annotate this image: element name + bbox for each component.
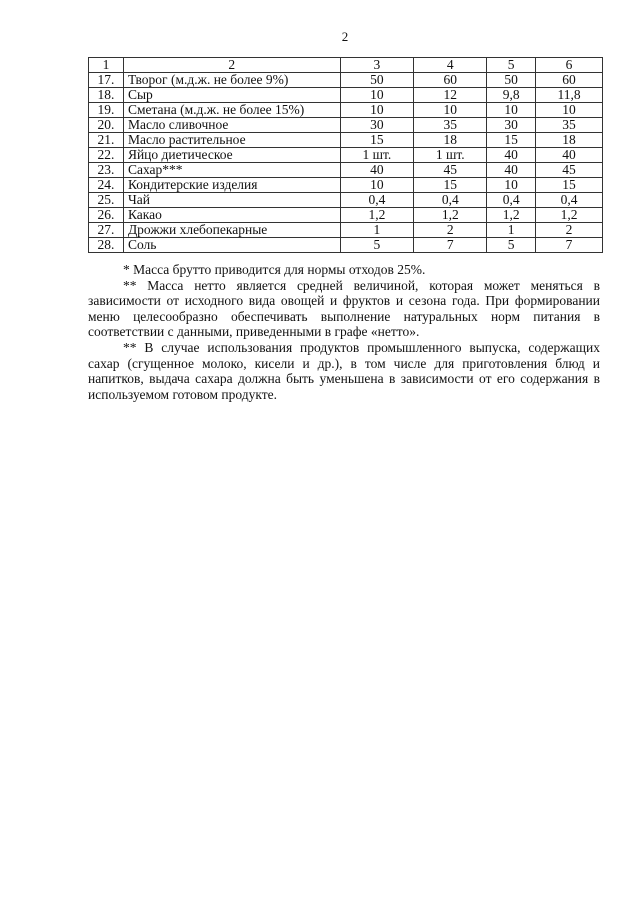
row-number-cell: 1	[88, 57, 124, 73]
value-cell: 40	[486, 147, 537, 163]
table-row: 19. Сметана (м.д.ж. не более 15%) 10 10 10 10	[88, 102, 603, 118]
row-number-cell: 21.	[88, 132, 124, 148]
value-cell: 0,4	[339, 192, 415, 208]
table-row: 17. Творог (м.д.ж. не более 9%) 50 60 50 60	[88, 72, 603, 88]
table-row: 21. Масло растительное 15 18 15 18	[88, 132, 603, 148]
table-row: 26. Какао 1,2 1,2 1,2 1,2	[88, 207, 603, 223]
value-cell: 15	[535, 177, 603, 193]
table-row: 28. Соль 5 7 5 7	[88, 237, 603, 253]
value-cell: 0,4	[413, 192, 488, 208]
value-cell: 15	[413, 177, 488, 193]
value-cell: 35	[535, 117, 603, 133]
row-number-cell: 24.	[88, 177, 124, 193]
value-cell: 45	[535, 162, 603, 178]
value-cell: 10	[339, 102, 415, 118]
footnotes: * Масса брутто приводится для нормы отхо…	[88, 262, 600, 402]
value-cell: 45	[413, 162, 488, 178]
value-cell: 11,8	[535, 87, 603, 103]
product-name-cell: Соль	[122, 237, 341, 253]
product-name-cell: Дрожжи хлебопекарные	[122, 222, 341, 238]
row-number-cell: 23.	[88, 162, 124, 178]
value-cell: 5	[486, 57, 537, 73]
product-name-cell: 2	[122, 57, 341, 73]
row-number-cell: 25.	[88, 192, 124, 208]
product-name-cell: Сметана (м.д.ж. не более 15%)	[122, 102, 341, 118]
value-cell: 9,8	[486, 87, 537, 103]
value-cell: 60	[413, 72, 488, 88]
product-name-cell: Яйцо диетическое	[122, 147, 341, 163]
row-number-cell: 17.	[88, 72, 124, 88]
value-cell: 15	[339, 132, 415, 148]
product-name-cell: Чай	[122, 192, 341, 208]
value-cell: 5	[486, 237, 537, 253]
value-cell: 30	[486, 117, 537, 133]
row-number-cell: 28.	[88, 237, 124, 253]
value-cell: 0,4	[486, 192, 537, 208]
value-cell: 50	[486, 72, 537, 88]
row-number-cell: 19.	[88, 102, 124, 118]
value-cell: 6	[535, 57, 603, 73]
row-number-cell: 26.	[88, 207, 124, 223]
value-cell: 10	[486, 102, 537, 118]
value-cell: 10	[339, 87, 415, 103]
value-cell: 1,2	[535, 207, 603, 223]
value-cell: 10	[486, 177, 537, 193]
value-cell: 2	[413, 222, 488, 238]
value-cell: 12	[413, 87, 488, 103]
value-cell: 7	[535, 237, 603, 253]
page-number: 2	[341, 29, 349, 44]
value-cell: 1	[486, 222, 537, 238]
value-cell: 0,4	[535, 192, 603, 208]
value-cell: 7	[413, 237, 488, 253]
value-cell: 15	[486, 132, 537, 148]
food-norms-table: 1 2 3 4 5 6 17. Творог (м.д.ж. не более 9%) 50 60…	[88, 57, 603, 253]
value-cell: 18	[535, 132, 603, 148]
table-row: 20. Масло сливочное 30 35 30 35	[88, 117, 603, 133]
value-cell: 40	[486, 162, 537, 178]
product-name-cell: Сыр	[122, 87, 341, 103]
table-row: 18. Сыр 10 12 9,8 11,8	[88, 87, 603, 103]
value-cell: 2	[535, 222, 603, 238]
row-number-cell: 27.	[88, 222, 124, 238]
value-cell: 1,2	[486, 207, 537, 223]
product-name-cell: Масло растительное	[122, 132, 341, 148]
value-cell: 1,2	[339, 207, 415, 223]
value-cell: 10	[535, 102, 603, 118]
value-cell: 1 шт.	[339, 147, 415, 163]
footnote-1: * Масса брутто приводится для нормы отхо…	[123, 262, 426, 277]
value-cell: 3	[339, 57, 415, 73]
value-cell: 10	[413, 102, 488, 118]
value-cell: 35	[413, 117, 488, 133]
value-cell: 50	[339, 72, 415, 88]
product-name-cell: Сахар***	[122, 162, 341, 178]
row-number-cell: 22.	[88, 147, 124, 163]
value-cell: 10	[339, 177, 415, 193]
product-name-cell: Масло сливочное	[122, 117, 341, 133]
value-cell: 40	[535, 147, 603, 163]
product-name-cell: Кондитерские изделия	[122, 177, 341, 193]
row-number-cell: 18.	[88, 87, 124, 103]
table-row: 23. Сахар*** 40 45 40 45	[88, 162, 603, 178]
product-name-cell: Какао	[122, 207, 341, 223]
value-cell: 5	[339, 237, 415, 253]
value-cell: 60	[535, 72, 603, 88]
table-row: 24. Кондитерские изделия 10 15 10 15	[88, 177, 603, 193]
footnote-3: ** В случае использования продуктов пром…	[88, 339, 600, 402]
value-cell: 1 шт.	[413, 147, 488, 163]
value-cell: 40	[339, 162, 415, 178]
value-cell: 18	[413, 132, 488, 148]
footnote-2: ** Масса нетто является средней величино…	[88, 277, 600, 340]
value-cell: 1	[339, 222, 415, 238]
row-number-cell: 20.	[88, 117, 124, 133]
value-cell: 4	[413, 57, 488, 73]
product-name-cell: Творог (м.д.ж. не более 9%)	[122, 72, 341, 88]
value-cell: 1,2	[413, 207, 488, 223]
value-cell: 30	[339, 117, 415, 133]
table-row: 25. Чай 0,4 0,4 0,4 0,4	[88, 192, 603, 208]
table-row: 22. Яйцо диетическое 1 шт. 1 шт. 40 40	[88, 147, 603, 163]
table-row: 27. Дрожжи хлебопекарные 1 2 1 2	[88, 222, 603, 238]
